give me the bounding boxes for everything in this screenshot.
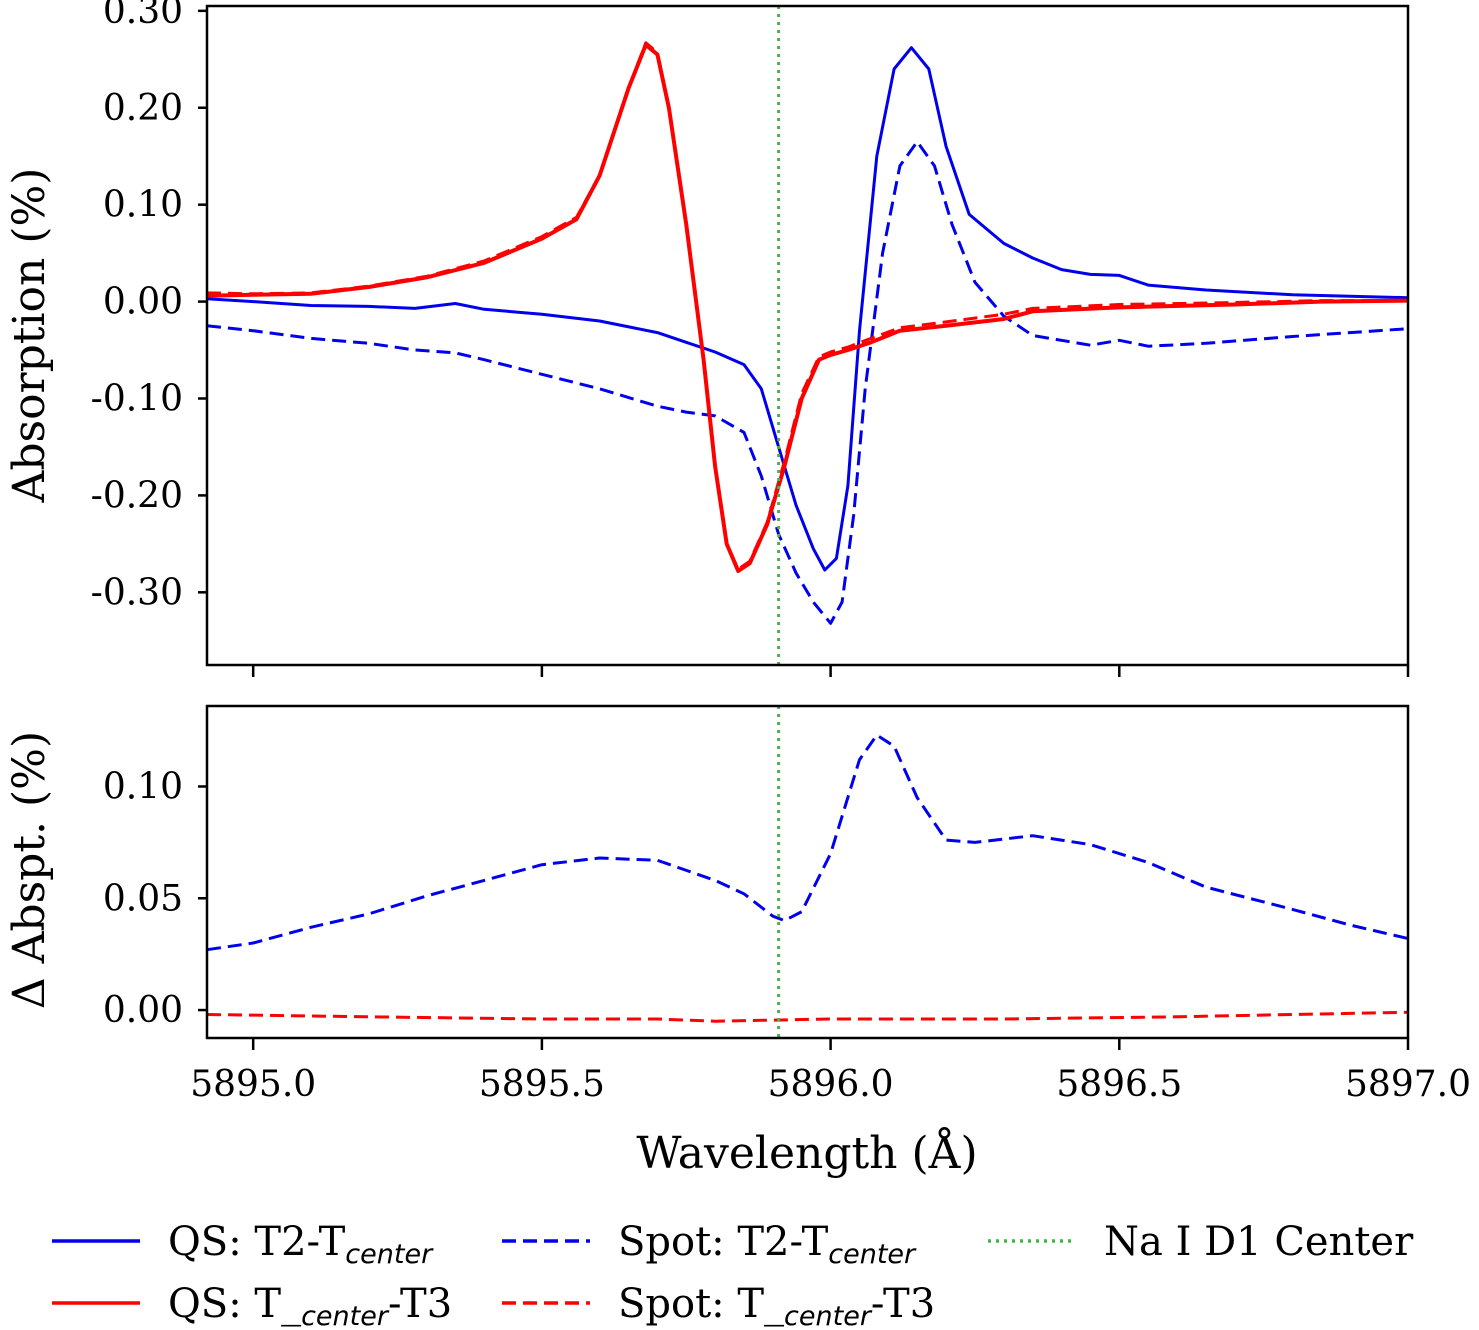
top-panel: 0.30 0.20 0.10 0.00 -0.10 -0.20 -0.30 Absorpti… <box>4 0 1410 677</box>
legend-label-main: Na I D1 Center <box>1104 1219 1414 1265</box>
bottom-series-group <box>206 733 1409 1023</box>
legend-item-0: QS: T2-Tcenter <box>52 1219 434 1270</box>
legend-label-main: QS: T2-T <box>168 1219 346 1265</box>
legend-label-subscript: center <box>828 1239 917 1270</box>
legend-label: QS: T_center-T3 <box>168 1281 452 1330</box>
bot-ytick-label: 0.10 <box>103 766 183 807</box>
legend: QS: T2-Tcenter Spot: T2-Tcenter Na I D1 Ce… <box>52 1219 1414 1330</box>
top-y-axis-label: Absorption (%) <box>4 168 55 504</box>
legend-label-main: Spot: T2-T <box>618 1219 829 1265</box>
top-ytick-label: -0.30 <box>91 572 183 613</box>
bottom-plot-frame <box>205 704 1410 1040</box>
bot-series-line-0 <box>206 733 1409 952</box>
top-yticks-group: 0.30 0.20 0.10 0.00 -0.10 -0.20 -0.30 <box>91 0 207 613</box>
legend-label-subscript: center <box>784 1301 873 1330</box>
top-ytick-label: -0.10 <box>91 378 183 419</box>
top-ytick-label: 0.30 <box>103 0 183 32</box>
bottom-yticks-group: 0.10 0.05 0.00 <box>103 766 207 1031</box>
xtick-label: 5896.0 <box>768 1064 894 1105</box>
legend-item-2: Na I D1 Center <box>988 1219 1414 1265</box>
xtick-label: 5895.0 <box>190 1064 316 1105</box>
top-series-line-3 <box>206 41 1408 571</box>
top-ytick-label: 0.10 <box>103 185 183 226</box>
x-axis-label: Wavelength (Å) <box>636 1126 977 1179</box>
xtick-label: 5895.5 <box>479 1064 605 1105</box>
legend-label-subscript: center <box>345 1239 434 1270</box>
bottom-panel: 0.100.050.00 5895.0 5895.5 5896.0 5896.5 589… <box>4 704 1471 1179</box>
bot-ytick-label: 0.05 <box>103 878 183 919</box>
legend-label: Spot: T_center-T3 <box>618 1281 935 1330</box>
top-xticks-group <box>251 665 1410 677</box>
top-series-group <box>206 41 1409 625</box>
legend-label-main: Spot: T_ <box>618 1281 784 1327</box>
legend-item-4: Spot: T_center-T3 <box>502 1281 935 1330</box>
bot-ytick-label: 0.00 <box>103 990 183 1031</box>
legend-label-subscript: center <box>301 1301 390 1330</box>
legend-label-suffix: -T3 <box>871 1281 935 1327</box>
top-series-line-1 <box>206 140 1409 625</box>
legend-label: Na I D1 Center <box>1104 1219 1414 1265</box>
legend-label-suffix: -T3 <box>388 1281 452 1327</box>
top-ytick-label: 0.00 <box>103 282 183 323</box>
top-ytick-label: 0.20 <box>103 88 183 129</box>
xtick-label: 5897.0 <box>1345 1064 1471 1105</box>
bottom-xticks-group: 5895.0 5895.5 5896.0 5896.5 5897.0 <box>190 1038 1471 1105</box>
xtick-label: 5896.5 <box>1056 1064 1182 1105</box>
top-series-line-0 <box>206 46 1409 572</box>
top-plot-frame <box>205 4 1410 667</box>
legend-label: QS: T2-Tcenter <box>168 1219 434 1270</box>
top-ytick-label: -0.20 <box>91 475 183 516</box>
legend-label: Spot: T2-Tcenter <box>618 1219 917 1270</box>
legend-label-main: QS: T_ <box>168 1281 301 1327</box>
bot-series-line-1 <box>206 1010 1409 1023</box>
legend-item-3: QS: T_center-T3 <box>52 1281 452 1330</box>
legend-item-1: Spot: T2-Tcenter <box>502 1219 917 1270</box>
bottom-y-axis-label: Δ Abspt. (%) <box>4 731 55 1009</box>
